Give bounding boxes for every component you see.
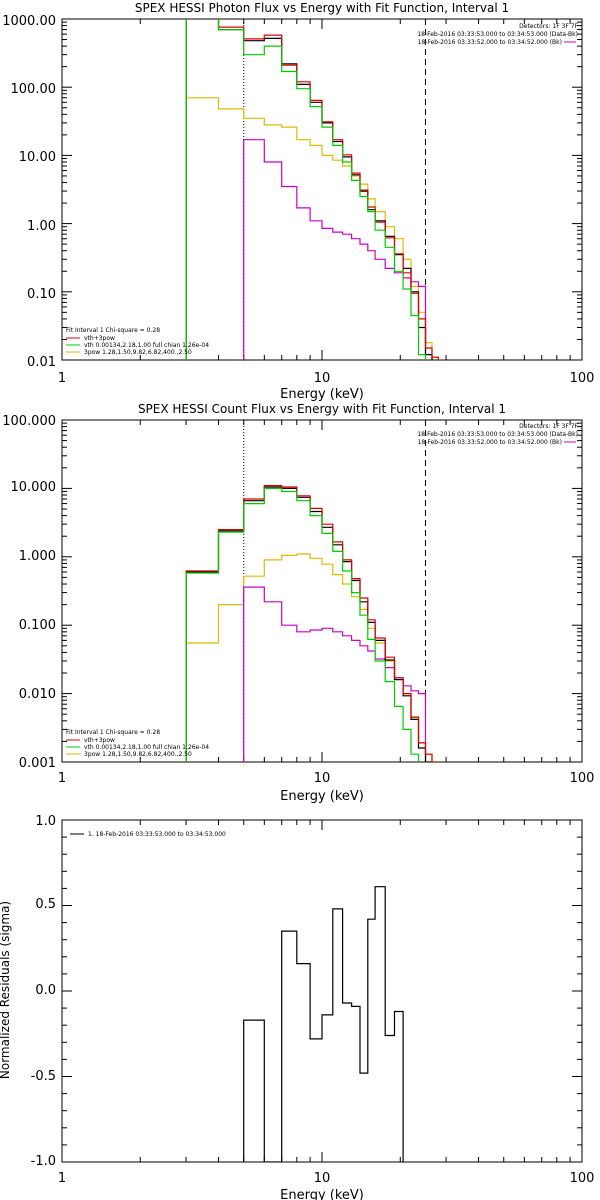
panel2-series-bk-0 bbox=[243, 586, 427, 762]
photon-flux-panel: SPEX HESSI Photon Flux vs Energy with Fi… bbox=[2, 1, 594, 402]
panel2-legend: Fit Interval 1 Chi-square = 0.28 vth+3po… bbox=[66, 729, 209, 758]
panel1-title: SPEX HESSI Photon Flux vs Energy with Fi… bbox=[135, 1, 509, 15]
panel1-x-axis-label: Energy (keV) bbox=[280, 387, 364, 402]
panel2-legend-entry-3: 3pow 1.28,1.50,9.82,6.82,400.,2.50 bbox=[84, 751, 192, 758]
panel2-series-3pow-0 bbox=[185, 553, 439, 762]
panel1-y-tick-1000.00: 1000.00 bbox=[2, 14, 56, 29]
count-flux-panel: SPEX HESSI Count Flux vs Energy with Fit… bbox=[2, 402, 594, 804]
panel2-x-tick-10: 10 bbox=[314, 771, 331, 786]
panel1-series-data-bk-0 bbox=[185, 19, 433, 360]
panel1-header-line-2: 18-Feb-2016 03:33:53.000 to 03:34:53.000… bbox=[417, 31, 578, 38]
panel3-series-1-18-feb-2016-03-33-53-000-to-03-34-53-000-0 bbox=[243, 886, 404, 1162]
panel1-header-line-3: 18-Feb-2016 03:33:52.000 to 03:34:52.000… bbox=[418, 39, 562, 46]
panel2-header-line-1: Detectors: 1F 3F 7F bbox=[519, 423, 578, 430]
panel2-header-line-3: 18-Feb-2016 03:33:52.000 to 03:34:52.000… bbox=[418, 439, 562, 446]
panel2-y-tick-10.000: 10.000 bbox=[11, 480, 57, 495]
panel2-legend-title: Fit Interval 1 Chi-square = 0.28 bbox=[66, 729, 160, 736]
panel2-x-tick-100: 100 bbox=[570, 771, 595, 786]
panel3-axis-frame bbox=[61, 819, 583, 1163]
panel1-legend: Fit Interval 1 Chi-square = 0.28 vth+3po… bbox=[66, 327, 209, 356]
panel1-y-tick-10.00: 10.00 bbox=[19, 150, 56, 165]
panel1-series-vth-3pow-0 bbox=[185, 19, 439, 360]
panel1-header-line-1: Detectors: 1F 3F 7F bbox=[519, 23, 578, 30]
panel2-title: SPEX HESSI Count Flux vs Energy with Fit… bbox=[138, 402, 506, 416]
panel1-y-tick-0.01: 0.01 bbox=[27, 355, 56, 370]
panel2-legend-entry-1: vth+3pow bbox=[84, 737, 115, 744]
panel1-series-3pow-0 bbox=[185, 97, 439, 360]
panel2-header-line-2: 18-Feb-2016 03:33:53.000 to 03:34:53.000… bbox=[417, 431, 578, 438]
panel2-x-axis-label: Energy (keV) bbox=[280, 789, 364, 804]
panel3-legend: 1. 18-Feb-2016 03:33:53.000 to 03:34:53.… bbox=[70, 831, 226, 838]
panel3-legend-entry: 1. 18-Feb-2016 03:33:53.000 to 03:34:53.… bbox=[88, 831, 226, 838]
panel3-y-axis-label: Normalized Residuals (sigma) bbox=[0, 901, 12, 1079]
panel3-y-tick-0.5: 0.5 bbox=[35, 897, 56, 912]
panel2-x-tick-1: 1 bbox=[58, 771, 66, 786]
panel1-legend-title: Fit Interval 1 Chi-square = 0.28 bbox=[66, 327, 160, 334]
panel2-axis-frame bbox=[61, 419, 583, 763]
panel1-legend-entry-2: vth 0.00134,2.18,1.00 full chian 1.26e-0… bbox=[84, 342, 209, 349]
panel3-y-tick-0.0: 0.0 bbox=[35, 983, 56, 998]
panel3-x-axis-label: Energy (keV) bbox=[280, 1188, 364, 1200]
panel3-x-tick-1: 1 bbox=[58, 1171, 66, 1186]
panel1-legend-entry-3: 3pow 1.28,1.50,9.82,6.82,400.,2.50 bbox=[84, 349, 192, 356]
panel3-plot-area bbox=[61, 819, 583, 1163]
panel2-series-vth-3pow-0 bbox=[185, 485, 439, 762]
panel2-legend-entry-2: vth 0.00134,2.18,1.00 full chian 1.26e-0… bbox=[84, 744, 209, 751]
panel1-plot-area bbox=[61, 18, 583, 361]
panel2-y-tick-100.000: 100.000 bbox=[2, 414, 56, 429]
panel1-axis-frame bbox=[61, 18, 583, 361]
panel2-series-vth-0 bbox=[185, 487, 420, 762]
panel2-y-tick-0.010: 0.010 bbox=[19, 687, 56, 702]
panel1-legend-entry-1: vth+3pow bbox=[84, 335, 115, 342]
panel3-y-tick-neg1.0: -1.0 bbox=[31, 1154, 56, 1169]
panel3-y-tick-neg0.5: -0.5 bbox=[31, 1069, 56, 1084]
panel2-y-tick-0.100: 0.100 bbox=[19, 618, 56, 633]
panel1-y-tick-1.00: 1.00 bbox=[27, 219, 56, 234]
panel2-y-tick-0.001: 0.001 bbox=[19, 756, 56, 771]
panel1-x-tick-10: 10 bbox=[314, 371, 331, 386]
panel1-series-vth-0 bbox=[185, 19, 427, 360]
panel1-y-tick-100.00: 100.00 bbox=[11, 82, 57, 97]
panel1-x-tick-100: 100 bbox=[570, 371, 595, 386]
panel2-plot-area bbox=[61, 419, 583, 763]
panel1-y-tick-0.10: 0.10 bbox=[27, 287, 56, 302]
panel3-x-tick-100: 100 bbox=[570, 1171, 595, 1186]
panel1-x-tick-1: 1 bbox=[58, 371, 66, 386]
panel3-y-tick-1.0: 1.0 bbox=[35, 814, 56, 829]
panel3-x-tick-10: 10 bbox=[314, 1171, 331, 1186]
panel2-y-tick-1.000: 1.000 bbox=[19, 549, 56, 564]
panel1-series-bk-0 bbox=[243, 139, 427, 360]
panel2-series-data-bk-0 bbox=[185, 486, 432, 762]
residuals-panel: 1 10 100 -1.0 -0.5 0.0 0.5 1.0 Energy (k… bbox=[0, 814, 594, 1200]
